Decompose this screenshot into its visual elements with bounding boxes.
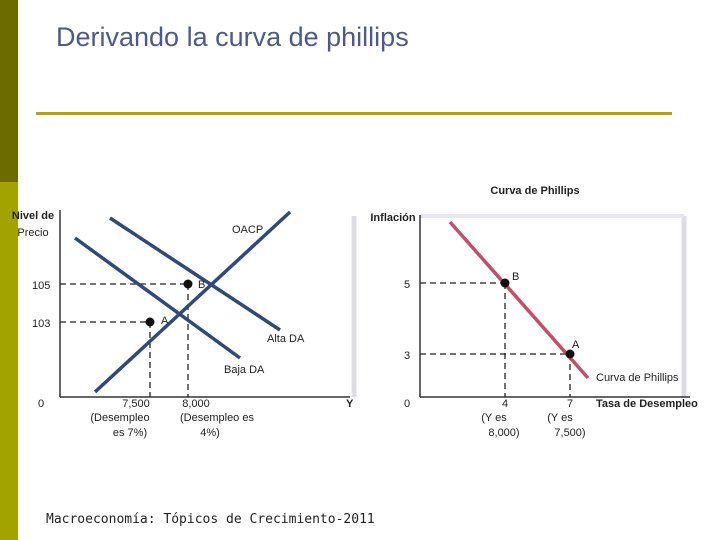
alta-da-curve bbox=[109, 216, 281, 332]
phillips-curve bbox=[448, 220, 590, 380]
x-tick-7500-line3: es 7%) bbox=[113, 427, 147, 439]
infl-5-label: 5 bbox=[404, 279, 410, 291]
point-a-left-label: A bbox=[161, 315, 169, 327]
oacp-label: OACP bbox=[232, 224, 263, 236]
x-tick-8000-line3: 4%) bbox=[200, 427, 220, 439]
slide-title: Derivando la curva de phillips bbox=[56, 22, 409, 52]
left-x-label: Y bbox=[346, 398, 354, 410]
point-b-right-label: B bbox=[512, 271, 519, 283]
point-b-left bbox=[183, 279, 193, 289]
point-a-right bbox=[565, 349, 575, 359]
right-x-label: Tasa de Desempleo bbox=[596, 398, 698, 410]
x-tick-4-line3: 8,000) bbox=[488, 427, 519, 439]
price-103-label: 103 bbox=[32, 318, 50, 330]
x-tick-7500-line1: 7,500 bbox=[122, 398, 150, 410]
infl-3-label: 3 bbox=[404, 350, 410, 362]
x-tick-7500-line2: (Desempleo bbox=[90, 412, 149, 424]
left-y-label-line1: Nivel de bbox=[12, 210, 54, 222]
x-tick-8000-line1: 8,000 bbox=[182, 398, 210, 410]
left-y-label-line2: Precio bbox=[17, 227, 48, 239]
point-a-left bbox=[145, 317, 155, 327]
slide-footer: Macroeconomía: Tópicos de Crecimiento-20… bbox=[46, 512, 375, 527]
right-panel: Curva de Phillips Inflación 5 3 B A Curv… bbox=[351, 185, 698, 439]
title-underline bbox=[36, 112, 672, 115]
left-panel: Nivel de Precio OACP Alta DA Baja DA 105… bbox=[12, 210, 354, 439]
phillips-header: Curva de Phillips bbox=[490, 185, 579, 197]
x-tick-4-line2: (Y es bbox=[481, 412, 507, 424]
left-origin-label: 0 bbox=[38, 398, 44, 410]
point-b-right bbox=[500, 278, 510, 288]
right-origin-label: 0 bbox=[404, 398, 410, 410]
alta-da-label: Alta DA bbox=[267, 333, 305, 345]
point-b-left-label: B bbox=[198, 279, 205, 291]
baja-da-curve bbox=[73, 236, 242, 360]
x-tick-7-line2: (Y es bbox=[547, 412, 573, 424]
x-tick-7-line3: 7,500) bbox=[554, 427, 585, 439]
x-tick-8000-line2: (Desempleo es bbox=[180, 412, 254, 424]
oacp-curve bbox=[93, 210, 292, 394]
right-y-label: Inflación bbox=[370, 212, 416, 224]
sidebar-dark-band bbox=[0, 0, 18, 182]
price-105-label: 105 bbox=[32, 280, 50, 292]
sidebar-light-band bbox=[0, 182, 18, 540]
phillips-curve-label: Curva de Phillips bbox=[596, 372, 679, 384]
point-a-right-label: A bbox=[572, 339, 580, 351]
x-tick-4-line1: 4 bbox=[502, 398, 508, 410]
baja-da-label: Baja DA bbox=[224, 364, 265, 376]
x-tick-7-line1: 7 bbox=[567, 398, 573, 410]
